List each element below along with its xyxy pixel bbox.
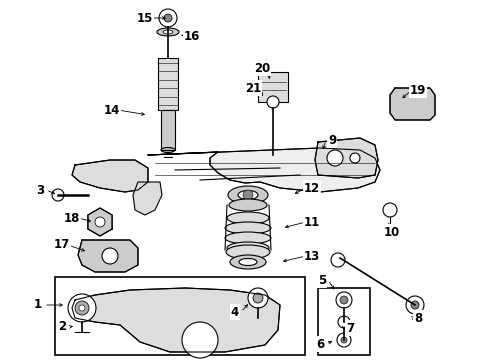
Circle shape xyxy=(338,316,350,328)
Ellipse shape xyxy=(229,199,267,211)
Circle shape xyxy=(341,337,347,343)
Bar xyxy=(258,72,288,102)
Ellipse shape xyxy=(228,186,268,204)
Ellipse shape xyxy=(225,232,271,244)
Circle shape xyxy=(159,9,177,27)
Circle shape xyxy=(383,203,397,217)
Ellipse shape xyxy=(226,245,270,259)
Circle shape xyxy=(340,296,348,304)
Text: 2: 2 xyxy=(58,320,66,333)
Ellipse shape xyxy=(230,255,266,269)
Circle shape xyxy=(243,190,253,200)
Text: 15: 15 xyxy=(137,12,153,24)
Text: 1: 1 xyxy=(34,298,42,311)
Text: 4: 4 xyxy=(231,306,239,319)
Ellipse shape xyxy=(157,28,179,36)
Ellipse shape xyxy=(227,212,269,224)
Text: 13: 13 xyxy=(304,249,320,262)
Text: 10: 10 xyxy=(384,225,400,238)
Polygon shape xyxy=(72,160,148,192)
Circle shape xyxy=(350,153,360,163)
Circle shape xyxy=(406,296,424,314)
Circle shape xyxy=(95,217,105,227)
Text: 17: 17 xyxy=(54,238,70,252)
Ellipse shape xyxy=(225,222,271,234)
Polygon shape xyxy=(133,182,162,215)
Circle shape xyxy=(331,253,345,267)
Circle shape xyxy=(102,248,118,264)
Text: 6: 6 xyxy=(316,338,324,351)
Text: 19: 19 xyxy=(410,84,426,96)
Polygon shape xyxy=(78,240,138,272)
Text: 14: 14 xyxy=(104,104,120,117)
Circle shape xyxy=(248,288,268,308)
Circle shape xyxy=(327,150,343,166)
Circle shape xyxy=(164,14,172,22)
Polygon shape xyxy=(148,148,380,192)
Text: 8: 8 xyxy=(414,311,422,324)
Text: 7: 7 xyxy=(346,321,354,334)
Ellipse shape xyxy=(238,190,258,199)
Text: 16: 16 xyxy=(184,30,200,42)
Text: 5: 5 xyxy=(318,274,326,287)
Polygon shape xyxy=(390,88,435,120)
Ellipse shape xyxy=(161,148,175,153)
Circle shape xyxy=(79,305,85,311)
Circle shape xyxy=(52,189,64,201)
Text: 9: 9 xyxy=(328,134,336,147)
Bar xyxy=(55,277,305,355)
Ellipse shape xyxy=(239,258,257,266)
Polygon shape xyxy=(72,288,280,352)
Bar xyxy=(318,288,370,355)
Text: 21: 21 xyxy=(245,81,261,94)
Text: 18: 18 xyxy=(64,211,80,225)
Polygon shape xyxy=(315,138,378,178)
Text: 20: 20 xyxy=(254,62,270,75)
Text: 3: 3 xyxy=(36,184,44,197)
Circle shape xyxy=(336,292,352,308)
Text: 12: 12 xyxy=(304,181,320,194)
Bar xyxy=(158,58,178,110)
Polygon shape xyxy=(88,208,112,236)
Ellipse shape xyxy=(163,30,173,34)
Circle shape xyxy=(337,333,351,347)
Circle shape xyxy=(182,322,218,358)
Circle shape xyxy=(68,294,96,322)
Circle shape xyxy=(411,301,419,309)
Text: 11: 11 xyxy=(304,216,320,229)
Circle shape xyxy=(267,96,279,108)
Circle shape xyxy=(75,301,89,315)
Bar xyxy=(161,110,175,150)
Ellipse shape xyxy=(227,242,269,254)
Circle shape xyxy=(253,293,263,303)
